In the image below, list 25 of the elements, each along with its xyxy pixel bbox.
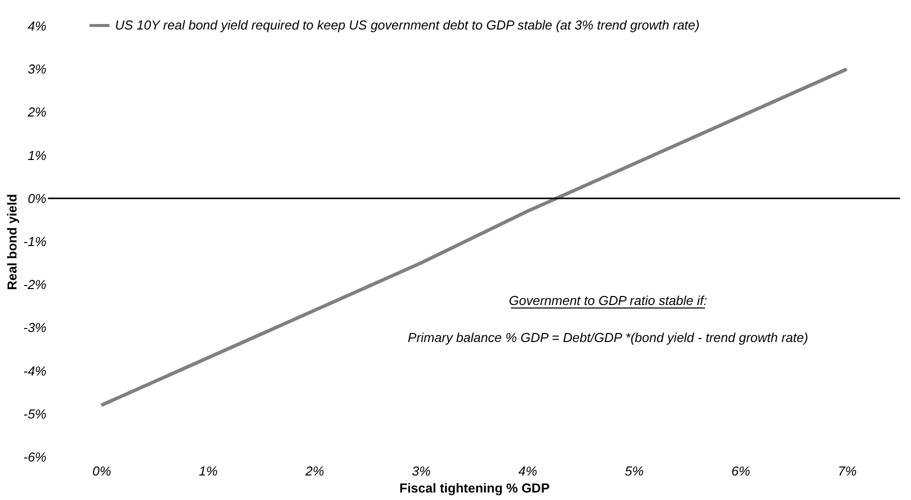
x-tick-label: 2% [304, 464, 324, 478]
y-tick-label: -4% [23, 363, 46, 378]
x-axis-title: Fiscal tightening % GDP [399, 480, 550, 496]
y-tick-label: -5% [23, 406, 46, 422]
y-axis-title: Real bond yield [4, 194, 20, 290]
x-tick-label: 6% [731, 464, 750, 478]
legend-label: US 10Y real bond yield required to keep US government debt to GDP stable (at 3% trend growth rate) [115, 18, 700, 32]
x-tick-label: 7% [838, 464, 857, 478]
annotation: Primary balance % GDP = Debt/GDP *(bond yield - trend growth rate) [408, 330, 808, 345]
x-tick-label: 1% [198, 464, 218, 478]
y-tick-label: -1% [23, 234, 46, 249]
y-tick-label: 1% [28, 148, 46, 163]
x-tick-label: 5% [624, 464, 644, 478]
line-series [100, 67, 848, 408]
y-tick-label: 0% [28, 190, 46, 206]
y-tick-label: -2% [23, 277, 46, 292]
annotation: Government to GDP ratio stable if: [508, 293, 708, 308]
y-tick-label: 4% [28, 18, 46, 34]
x-tick-label: 3% [412, 464, 431, 478]
x-tick-label: 0% [92, 464, 112, 478]
y-tick-label: 2% [26, 104, 46, 120]
y-tick-label: -3% [23, 320, 46, 336]
y-tick-label: 3% [28, 62, 46, 77]
x-tick-label: 4% [518, 464, 538, 478]
y-tick-label: -6% [23, 450, 46, 464]
